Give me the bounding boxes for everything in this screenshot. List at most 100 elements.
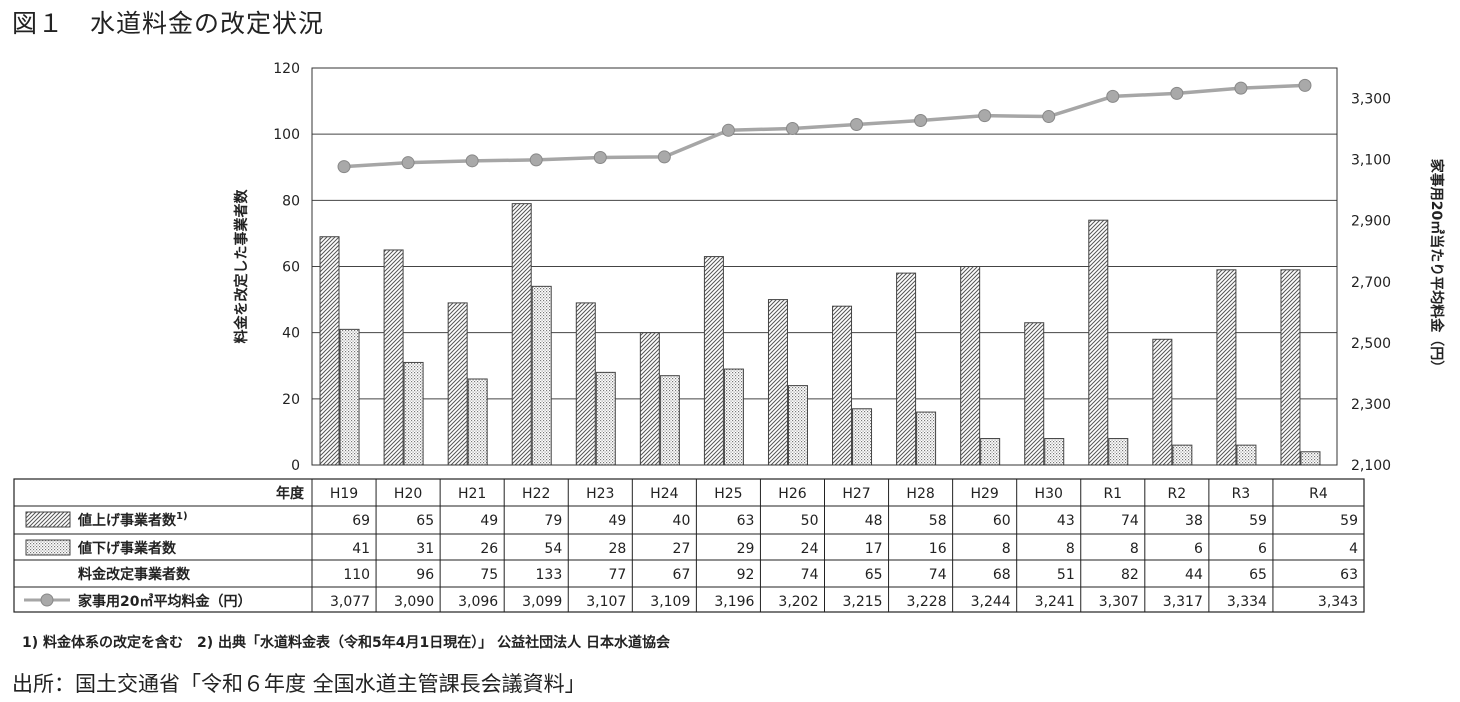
data-label-total: 92 (737, 567, 755, 583)
x-tick-label: R1 (1103, 486, 1122, 502)
bar-price-decrease (852, 408, 873, 466)
data-label-total: 51 (1057, 567, 1075, 583)
point-avg-fee (1170, 86, 1184, 100)
data-label-avg-fee: 3,202 (778, 594, 818, 610)
y2-axis-title: 家事用20㎥当たり平均料金（円） (1428, 159, 1445, 374)
line-avg-fee (343, 83, 1306, 169)
x-tick-label: H26 (778, 486, 806, 502)
legend-sup: 1) (176, 511, 188, 522)
data-label-decrease: 6 (1194, 541, 1203, 557)
x-tick-label: H27 (842, 486, 870, 502)
source-note: 出所：国土交通省「令和６年度 全国水道主管課長会議資料」 (12, 672, 586, 696)
data-label-total: 67 (673, 567, 691, 583)
data-label-decrease: 24 (801, 541, 819, 557)
bar-price-decrease (1300, 451, 1321, 466)
bar-price-increase (319, 236, 340, 466)
data-label-decrease: 26 (480, 541, 498, 557)
bar-price-increase (960, 266, 981, 466)
point-avg-fee (465, 154, 479, 168)
data-label-total: 63 (1340, 567, 1358, 583)
legend-label: 料金改定事業者数 (78, 566, 191, 583)
bar-price-decrease (659, 375, 680, 466)
data-label-total: 74 (929, 567, 947, 583)
data-label-avg-fee: 3,244 (971, 594, 1011, 610)
data-label-decrease: 54 (544, 541, 562, 557)
x-tick-label: H25 (714, 486, 742, 502)
bar-price-decrease (339, 328, 360, 466)
data-label-avg-fee: 3,228 (907, 594, 947, 610)
data-label-avg-fee: 3,215 (842, 594, 882, 610)
data-label-decrease: 27 (673, 541, 691, 557)
y-tick-label: 40 (282, 326, 300, 342)
y-tick-label: 20 (282, 392, 300, 408)
data-label-increase: 49 (608, 513, 626, 529)
data-label-decrease: 16 (929, 541, 947, 557)
data-label-total: 65 (865, 567, 883, 583)
data-label-avg-fee: 3,343 (1318, 594, 1358, 610)
y2-tick-label: 2,700 (1351, 275, 1391, 291)
point-avg-fee (1042, 110, 1056, 124)
table-header-label: 年度 (276, 485, 305, 502)
bar-price-decrease (531, 285, 552, 466)
bar-price-increase (447, 302, 468, 466)
bars (319, 203, 1321, 466)
y-tick-label: 80 (282, 193, 300, 209)
y2-tick-label: 2,100 (1351, 458, 1391, 474)
point-avg-fee (593, 150, 607, 164)
x-tick-label: H28 (906, 486, 934, 502)
y-tick-label: 60 (282, 260, 300, 276)
data-label-increase: 49 (480, 513, 498, 529)
data-label-total: 44 (1185, 567, 1203, 583)
x-tick-label: H22 (522, 486, 550, 502)
data-label-increase: 74 (1121, 513, 1139, 529)
data-label-decrease: 28 (608, 541, 626, 557)
x-tick-label: R4 (1309, 486, 1328, 502)
data-label-avg-fee: 3,109 (650, 594, 690, 610)
data-label-increase: 65 (416, 513, 434, 529)
point-avg-fee (721, 123, 735, 137)
x-tick-label: R3 (1232, 486, 1251, 502)
x-tick-label: H29 (970, 486, 998, 502)
data-label-increase: 43 (1057, 513, 1075, 529)
bar-price-decrease (467, 378, 488, 466)
data-label-increase: 60 (993, 513, 1011, 529)
x-tick-label: R2 (1168, 486, 1187, 502)
data-label-increase: 59 (1249, 513, 1267, 529)
data-label-decrease: 17 (865, 541, 883, 557)
point-avg-fee (337, 160, 351, 174)
bar-price-decrease (1044, 438, 1065, 466)
point-avg-fee (785, 121, 799, 135)
y2-tick-label: 3,100 (1351, 153, 1391, 169)
data-label-decrease: 8 (1002, 541, 1011, 557)
bar-price-decrease (403, 361, 424, 466)
point-avg-fee (1106, 89, 1120, 103)
bar-price-increase (1216, 269, 1237, 466)
point-avg-fee (1298, 78, 1312, 92)
legend-label: 値下げ事業者数 (77, 540, 177, 557)
bar-price-decrease (1108, 438, 1129, 466)
data-label-avg-fee: 3,107 (586, 594, 626, 610)
x-tick-label: H23 (586, 486, 614, 502)
data-label-decrease: 8 (1130, 541, 1139, 557)
bar-price-increase (639, 332, 660, 466)
bar-price-decrease (1172, 444, 1193, 466)
x-tick-label: H30 (1035, 486, 1063, 502)
y2-tick-label: 2,500 (1351, 336, 1391, 352)
figure-title: 図１ 水道料金の改定状況 (12, 9, 325, 38)
data-label-avg-fee: 3,077 (330, 594, 370, 610)
legend-swatch (25, 511, 71, 528)
data-label-increase: 63 (737, 513, 755, 529)
bar-price-increase (896, 272, 917, 466)
data-label-total: 65 (1249, 567, 1267, 583)
y-tick-label: 0 (291, 458, 300, 474)
point-avg-fee (1234, 81, 1248, 95)
data-label-total: 68 (993, 567, 1011, 583)
footnote: 1) 料金体系の改定を含む 2) 出典「水道料金表（令和5年4月1日現在）」 公… (22, 635, 670, 651)
bar-price-increase (383, 249, 404, 466)
y-axis-title: 料金を改定した事業者数 (233, 189, 250, 344)
data-label-total: 74 (801, 567, 819, 583)
bar-price-increase (767, 299, 788, 466)
bar-price-decrease (723, 368, 744, 466)
legend-label: 家事用20㎥平均料金（円） (78, 593, 251, 610)
data-label-avg-fee: 3,090 (394, 594, 434, 610)
